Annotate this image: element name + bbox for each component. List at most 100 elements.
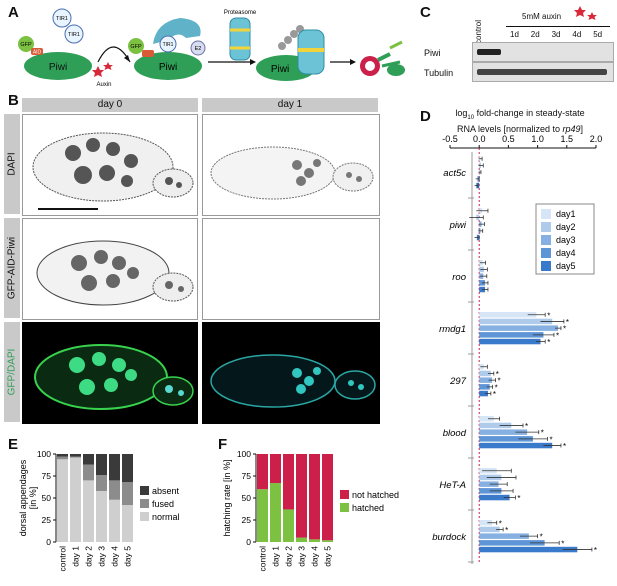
chart-d-significance: * bbox=[496, 370, 499, 379]
ubiquitin-ligase-complex bbox=[153, 18, 201, 44]
chart-d-significance: * bbox=[525, 422, 528, 431]
image-dapi-day0 bbox=[22, 114, 198, 216]
piwi-label-1: Piwi bbox=[49, 62, 67, 73]
chart-d-tick-label: 0.0 bbox=[473, 134, 486, 144]
chart-f-bar-control-hatched bbox=[257, 489, 268, 542]
chart-d-category-roo: roo bbox=[452, 272, 466, 283]
chart-d-tick-label: -0.5 bbox=[442, 134, 458, 144]
fragment-3 bbox=[389, 40, 403, 50]
chart-f-ytick-label: 100 bbox=[237, 449, 251, 459]
piwi-shape-2 bbox=[134, 52, 202, 80]
chart-d-significance: * bbox=[499, 519, 502, 528]
panel-label-e: E bbox=[8, 436, 19, 453]
chart-d-significance: * bbox=[541, 429, 544, 438]
chart-d-bar-blood-day3 bbox=[479, 429, 528, 435]
chart-f-bar-day5-not-hatched bbox=[322, 454, 333, 541]
blot-row-tubulin: Tubulin bbox=[424, 68, 454, 78]
ub-1 bbox=[278, 42, 286, 50]
degraded-core bbox=[365, 61, 375, 71]
chart-f-xlabel-day3: day 3 bbox=[297, 546, 307, 567]
chart-e-bar-day5-normal bbox=[122, 505, 133, 542]
chart-e-legend-swatch-absent bbox=[140, 486, 149, 495]
chart-e-ylabel-line1: dorsal appendages bbox=[18, 459, 28, 536]
chart-f-bar-day4-not-hatched bbox=[309, 454, 320, 540]
chart-d-rna-levels: -0.5 0.0 0.5 1.0 1.5 2.0act5cpiwiroormdg1****… bbox=[432, 134, 602, 564]
chart-d-category-act5c: act5c bbox=[443, 168, 466, 179]
chart-f-bar-day4-hatched bbox=[309, 539, 320, 542]
chart-e-bar-day5-fused bbox=[122, 482, 133, 506]
chart-f-xlabel-day5: day 5 bbox=[323, 546, 333, 567]
blot-membrane-piwi bbox=[472, 42, 614, 62]
chart-f-bar-day3-not-hatched bbox=[296, 454, 307, 538]
blot-membrane-tubulin bbox=[472, 62, 614, 82]
chart-f-legend-swatch-not-hatched bbox=[340, 490, 349, 499]
chart-d-significance: * bbox=[561, 539, 564, 548]
gfp-label-2: GFP bbox=[130, 44, 142, 50]
blot-day-labels: 1d 2d 3d 4d 5d bbox=[506, 30, 610, 42]
chart-f-ylabel: hatching rate [in %] bbox=[222, 459, 232, 536]
row-label-gfp-aid-piwi: GFP-AID-Piwi bbox=[6, 236, 18, 300]
chart-d-significance: * bbox=[495, 383, 498, 392]
chart-f-legend-label-hatched: hatched bbox=[352, 503, 384, 513]
auxin-star-1 bbox=[92, 66, 104, 77]
chart-e-ytick-label: 25 bbox=[42, 515, 52, 525]
blot-auxin-stars bbox=[574, 6, 597, 20]
chart-d-bar-297-day4 bbox=[479, 384, 490, 390]
chart-e-legend-swatch-normal bbox=[140, 512, 149, 521]
e2-label: E2 bbox=[195, 46, 202, 52]
chart-e-bar-day1-normal bbox=[70, 457, 81, 542]
chart-f-xlabel-day4: day 4 bbox=[310, 546, 320, 567]
chart-e-legend-label-normal: normal bbox=[152, 512, 180, 522]
chart-d-bar-blood-day2 bbox=[479, 422, 512, 429]
chart-d-tick-label: 1.0 bbox=[531, 134, 544, 144]
row-label-gfp-dapi: GFP/DAPI bbox=[6, 348, 18, 396]
chart-e-bar-day2-normal bbox=[83, 480, 94, 542]
chart-e-bar-day4-fused bbox=[109, 480, 120, 500]
gfp-shape-2 bbox=[128, 38, 144, 54]
chart-d-legend-label-day5: day5 bbox=[556, 261, 576, 271]
chart-f-bar-day3-hatched bbox=[296, 537, 307, 542]
chart-d-significance: * bbox=[517, 494, 520, 503]
chart-f-ytick-label: 0 bbox=[246, 537, 251, 547]
chart-e-bar-day2-fused bbox=[83, 464, 94, 481]
piwi-label-2: Piwi bbox=[159, 62, 177, 73]
chart-e-bar-day3-normal bbox=[96, 490, 107, 542]
tir1-label-a: TIR1 bbox=[56, 16, 68, 22]
chart-d-legend-label-day2: day2 bbox=[556, 222, 576, 232]
chart-d-significance: * bbox=[540, 533, 543, 542]
auxin-star-2 bbox=[103, 62, 113, 70]
chart-d-category-297: 297 bbox=[449, 376, 467, 387]
fragment-1 bbox=[377, 52, 391, 62]
chart-d-significance: * bbox=[505, 526, 508, 535]
chart-e-bar-day4-absent bbox=[109, 454, 120, 481]
blot-day-2d: 2d bbox=[530, 30, 540, 39]
chart-d-significance: * bbox=[594, 546, 597, 555]
chart-d-bar-roo-day4 bbox=[479, 280, 486, 286]
proteasome-label: Proteasome bbox=[224, 10, 257, 16]
image-gfp-day1 bbox=[202, 218, 380, 320]
chart-d-bar-burdock-day4 bbox=[479, 540, 545, 546]
tir1-shape-b bbox=[64, 24, 84, 44]
chart-d-bar-burdock-day2 bbox=[479, 526, 500, 533]
chart-f-xlabel-day2: day 2 bbox=[284, 546, 294, 567]
arrowhead-1 bbox=[124, 55, 130, 62]
chart-e-xlabel-day4: day 4 bbox=[110, 546, 120, 567]
gfp-label-1: GFP bbox=[20, 42, 32, 48]
chart-d-category-burdock: burdock bbox=[432, 532, 467, 543]
chart-d-bar-HeT-A-day3 bbox=[479, 481, 499, 487]
chart-e-xlabel-day1: day 1 bbox=[71, 546, 81, 567]
chart-d-legend-swatch-day5 bbox=[541, 261, 551, 271]
chart-d-significance: * bbox=[547, 338, 550, 347]
chart-d-significance: * bbox=[566, 318, 569, 327]
chart-d-category-rmdg1: rmdg1 bbox=[439, 324, 466, 335]
chart-e-legend-swatch-fused bbox=[140, 499, 149, 508]
chart-f-legend-swatch-hatched bbox=[340, 503, 349, 512]
chart-e-bar-day3-absent bbox=[96, 454, 107, 476]
chart-d-bar-297-day2 bbox=[479, 370, 491, 377]
chart-e-bar-control-fused bbox=[57, 456, 68, 460]
chart-d-bar-297-day3 bbox=[479, 377, 493, 383]
chart-e-ytick-label: 100 bbox=[37, 449, 51, 459]
chart-f-bar-control-not-hatched bbox=[257, 454, 268, 490]
